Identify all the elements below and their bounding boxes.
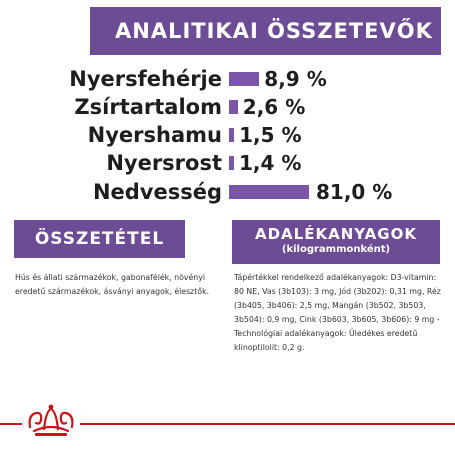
nutrient-bar-fat xyxy=(229,100,238,114)
footer-divider-right xyxy=(80,423,455,425)
composition-heading: ÖSSZETÉTEL xyxy=(14,220,185,258)
nutrient-label-fat: Zsírtartalom xyxy=(74,95,222,119)
footer-divider-left xyxy=(0,423,22,425)
nutrient-label-moisture: Nedvesség xyxy=(92,180,222,204)
royal-crown-icon xyxy=(28,404,74,436)
nutrient-bar-protein xyxy=(229,72,260,86)
nutrient-label-fibre: Nyersrost xyxy=(106,151,222,175)
additives-title: ADALÉKANYAGOK xyxy=(255,225,417,243)
additives-subtitle: (kilogrammonként) xyxy=(281,244,391,255)
nutrient-value-fat: 2,6 % xyxy=(242,95,306,119)
nutrient-label-protein: Nyersfehérje xyxy=(69,67,222,91)
composition-text: Hús és állati származékok, gabonafélék, … xyxy=(15,273,210,296)
nutrient-value-protein: 8,9 % xyxy=(264,67,327,91)
nutrient-label-ash: Nyershamu xyxy=(87,123,222,147)
nutrient-bar-moisture xyxy=(229,185,309,199)
nutrient-value-fibre: 1,4 % xyxy=(239,151,302,175)
nutrient-bar-fibre xyxy=(229,156,234,170)
nutrient-value-ash: 1,5 % xyxy=(239,123,302,147)
composition-title: ÖSSZETÉTEL xyxy=(34,229,165,249)
nutrient-value-moisture: 81,0 % xyxy=(316,180,393,204)
nutrient-bar-ash xyxy=(229,128,235,142)
additives-text: Tápértékkel rendelkező adalékanyagok: D3… xyxy=(234,273,441,352)
page-title: ANALITIKAI ÖSSZETEVŐK xyxy=(115,19,433,43)
additives-heading: ADALÉKANYAGOK (kilogrammonként) xyxy=(232,220,440,264)
header-banner xyxy=(90,7,441,55)
